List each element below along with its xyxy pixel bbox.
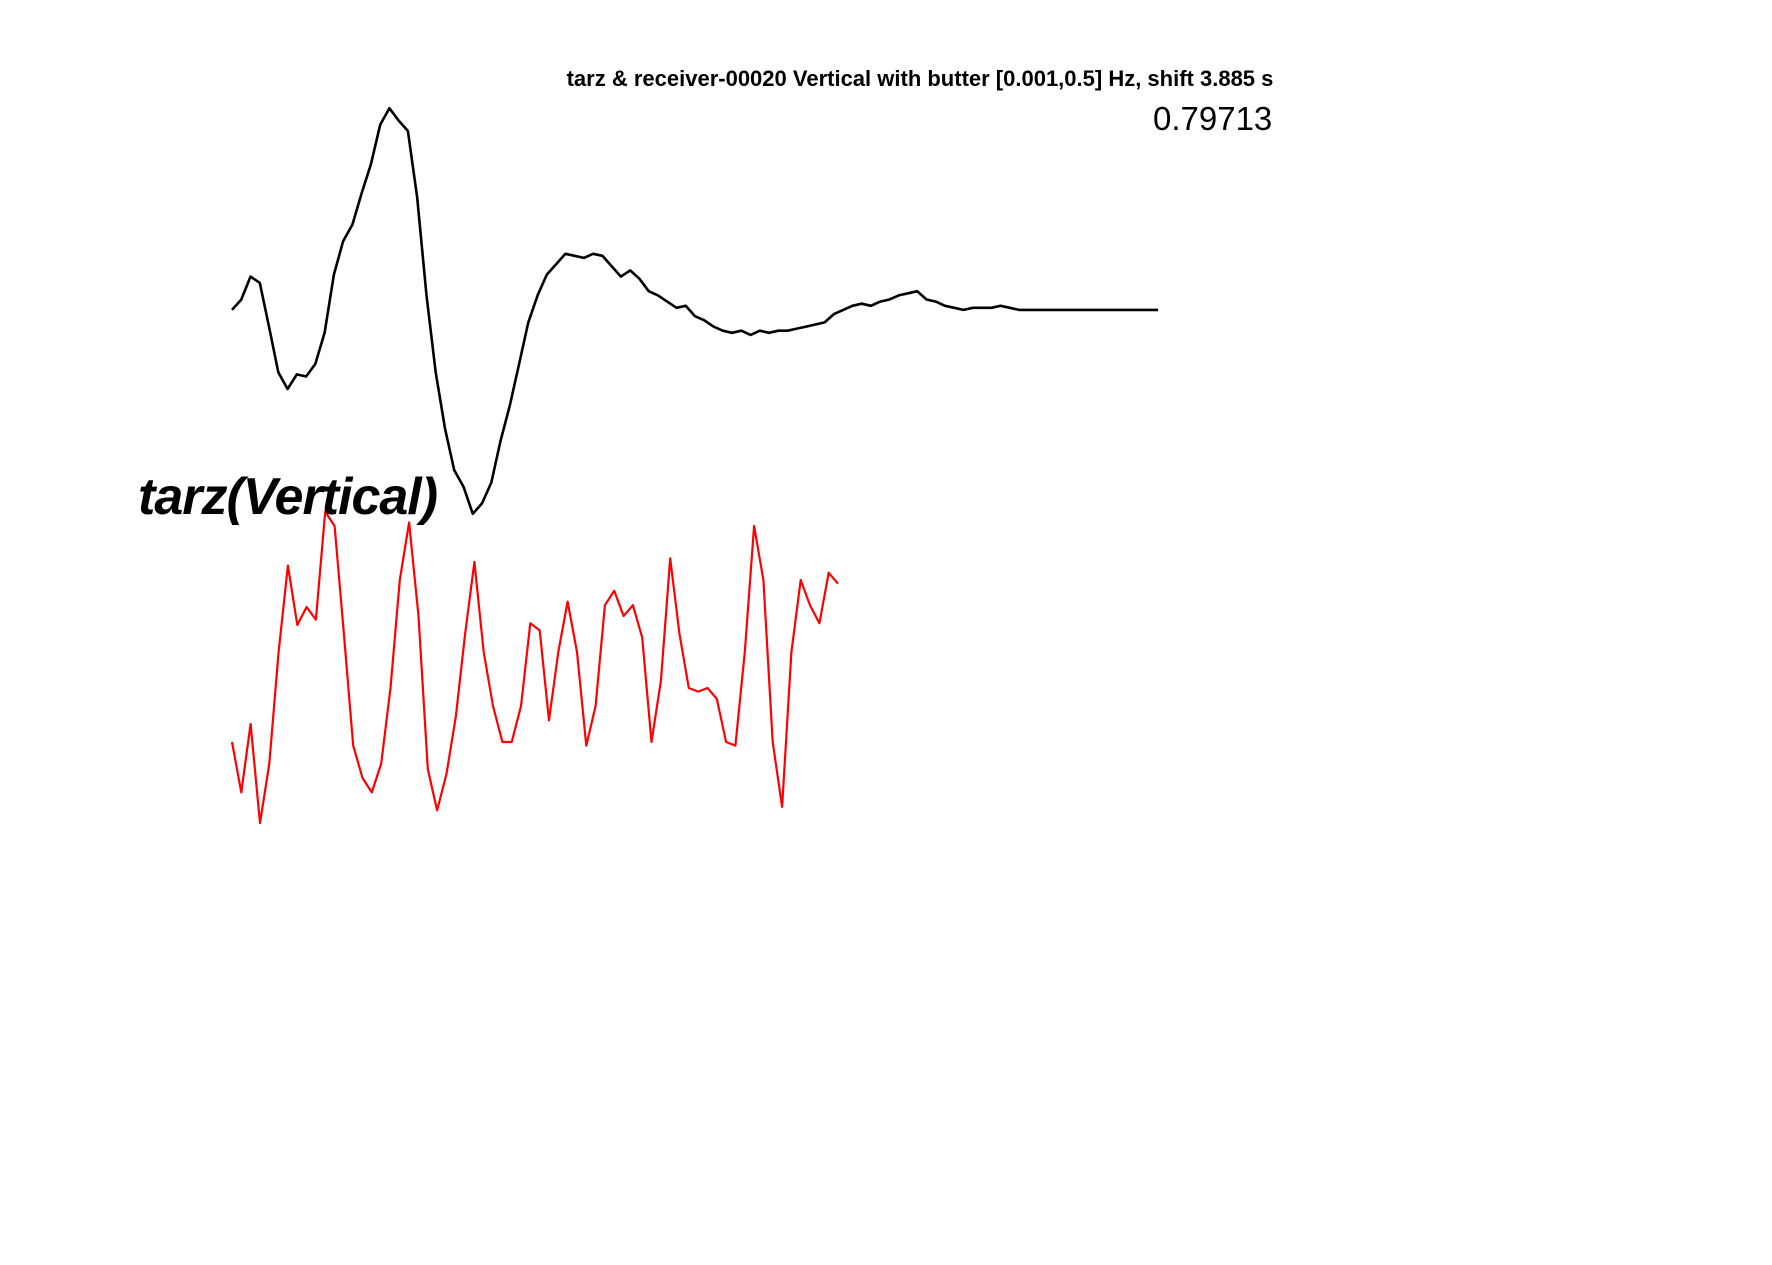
synthetic-trace xyxy=(230,510,839,825)
station-label: tarz(Vertical) xyxy=(138,468,438,526)
correlation-value: 0.79713 xyxy=(1153,100,1273,137)
chart-title: tarz & receiver-00020 Vertical with butt… xyxy=(566,66,1274,91)
observed-trace xyxy=(231,106,1158,516)
